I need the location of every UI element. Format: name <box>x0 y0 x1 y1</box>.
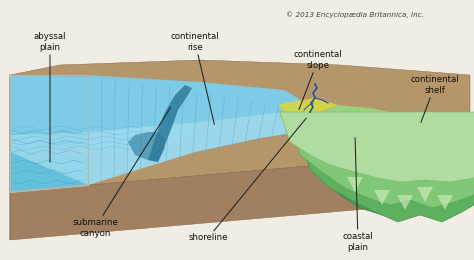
Text: continental
slope: continental slope <box>294 50 342 109</box>
Text: abyssal
plain: abyssal plain <box>34 32 66 162</box>
Polygon shape <box>10 152 470 240</box>
Polygon shape <box>310 130 474 218</box>
Polygon shape <box>88 75 320 185</box>
Polygon shape <box>278 98 338 112</box>
Polygon shape <box>10 75 320 135</box>
Polygon shape <box>300 135 474 222</box>
Polygon shape <box>290 120 474 208</box>
Text: continental
rise: continental rise <box>171 32 219 124</box>
Polygon shape <box>148 85 192 162</box>
Polygon shape <box>10 112 310 185</box>
Text: coastal
plain: coastal plain <box>343 138 374 252</box>
Polygon shape <box>128 132 165 162</box>
Polygon shape <box>280 112 474 182</box>
Polygon shape <box>374 190 390 205</box>
Text: continental
shelf: continental shelf <box>410 75 459 122</box>
Polygon shape <box>10 152 88 192</box>
Polygon shape <box>397 195 413 210</box>
Polygon shape <box>10 122 200 152</box>
Text: submarine
canyon: submarine canyon <box>72 107 171 238</box>
Text: © 2013 Encyclopædia Britannica, Inc.: © 2013 Encyclopædia Britannica, Inc. <box>286 12 424 18</box>
Polygon shape <box>437 195 453 210</box>
Text: shoreline: shoreline <box>188 118 306 243</box>
Polygon shape <box>417 187 433 202</box>
Polygon shape <box>10 60 470 192</box>
Polygon shape <box>278 105 470 152</box>
Polygon shape <box>347 177 363 192</box>
Polygon shape <box>10 75 88 192</box>
